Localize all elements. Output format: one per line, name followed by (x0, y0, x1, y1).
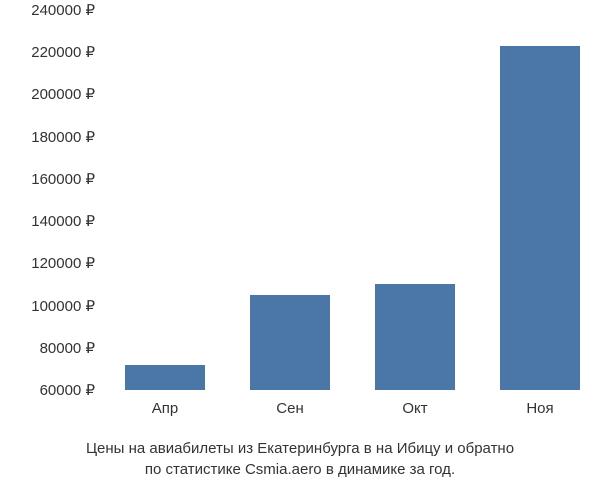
x-tick-label: Ноя (526, 400, 553, 417)
y-tick-label: 160000 ₽ (0, 170, 95, 188)
x-axis: Апр Сен Окт Ноя (100, 400, 590, 430)
y-tick-label: 120000 ₽ (0, 254, 95, 272)
x-tick-label: Апр (152, 400, 178, 417)
caption-line-2: по статистике Csmia.aero в динамике за г… (0, 459, 600, 480)
bar (250, 295, 330, 390)
bar (500, 46, 580, 390)
y-tick-label: 180000 ₽ (0, 128, 95, 146)
y-tick-label: 60000 ₽ (0, 381, 95, 399)
y-tick-label: 140000 ₽ (0, 212, 95, 230)
y-tick-label: 240000 ₽ (0, 1, 95, 19)
bar (125, 365, 205, 390)
y-tick-label: 200000 ₽ (0, 85, 95, 103)
y-axis: 60000 ₽80000 ₽100000 ₽120000 ₽140000 ₽16… (0, 10, 95, 390)
caption-line-1: Цены на авиабилеты из Екатеринбурга в на… (0, 438, 600, 459)
chart-caption: Цены на авиабилеты из Екатеринбурга в на… (0, 438, 600, 480)
x-tick-label: Окт (402, 400, 427, 417)
y-tick-label: 220000 ₽ (0, 43, 95, 61)
plot-area (100, 10, 590, 390)
x-tick-label: Сен (276, 400, 303, 417)
bar (375, 284, 455, 390)
y-tick-label: 80000 ₽ (0, 339, 95, 357)
price-chart: 60000 ₽ 80000 ₽ 100000 ₽ 120000 ₽ 140000 ₽ 16… (0, 10, 600, 430)
y-tick-label: 100000 ₽ (0, 297, 95, 315)
